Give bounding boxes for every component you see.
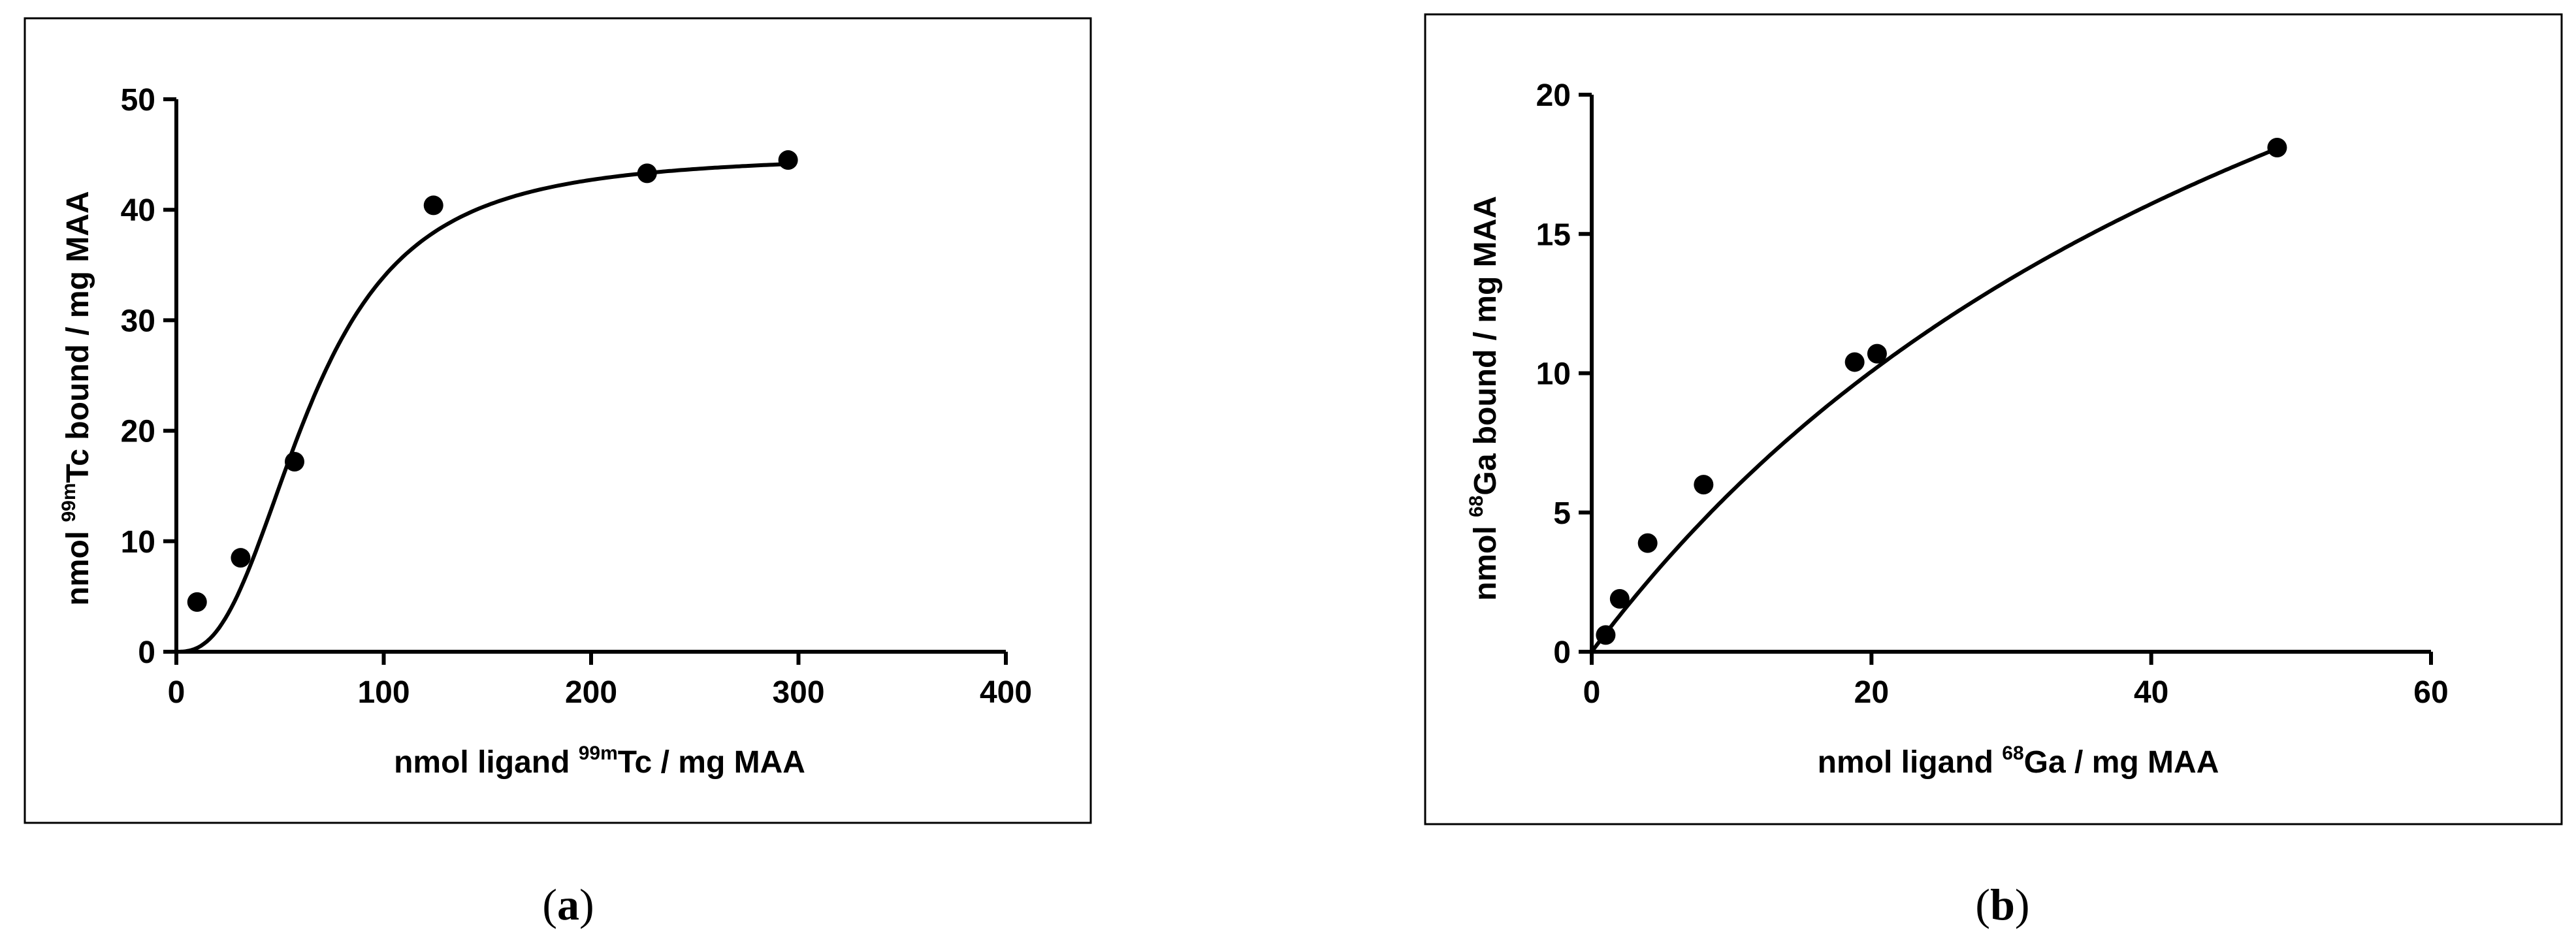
panel-a-data-point	[423, 195, 443, 216]
panel-a-x-label-post: Tc / mg MAA	[618, 745, 805, 780]
panel-a-y-tick-label: 50	[121, 83, 155, 118]
panel-b-y-tick-label: 5	[1553, 496, 1571, 531]
panel-a-y-axis-label: nmol 99mTc bound / mg MAA	[58, 191, 95, 605]
panel-b-caption-letter: b	[1990, 880, 2015, 929]
panel-a-ticks: 0 100 200 300 400 0 10 20 30 40 50	[121, 83, 1032, 710]
panel-a-y-label-post: Tc bound / mg MAA	[61, 191, 95, 483]
panel-b-x-tick-label: 40	[2134, 675, 2168, 710]
panel-a-y-label-pre: nmol	[61, 522, 95, 606]
panel-b-x-label-post: Ga / mg MAA	[2024, 745, 2219, 780]
panel-a-y-tick-label: 40	[121, 193, 155, 228]
panel-a-y-tick-label: 0	[138, 635, 155, 670]
panel-a-caption: (a)	[542, 880, 594, 929]
panel-a-x-axis-label: nmol ligand 99mTc / mg MAA	[394, 743, 805, 780]
panel-a-frame	[24, 17, 1092, 824]
panel-b-y-tick-label: 0	[1553, 635, 1571, 670]
panel-b-x-tick-label: 20	[1854, 675, 1889, 710]
panel-b-data-point	[1596, 625, 1616, 645]
panel-b-x-label-sup: 68	[2002, 743, 2023, 764]
panel-b-axes	[1590, 95, 2431, 654]
panel-b-fit-curve	[1590, 146, 2278, 653]
panel-b-y-label-sup: 68	[1466, 496, 1487, 517]
chart-panel-a: 0 100 200 300 400 0 10 20 30 40 50 nmol ligand 99m…	[24, 17, 1092, 929]
panel-b-x-tick-label: 0	[1583, 675, 1601, 710]
panel-a-data-point	[637, 163, 657, 184]
panel-b-data-point	[1694, 475, 1714, 495]
panel-a-y-label-sup: 99m	[58, 483, 80, 522]
panel-a-caption-letter: a	[557, 880, 579, 929]
panel-b-y-tick-label: 20	[1536, 78, 1571, 113]
panel-a-fit-curve	[176, 162, 788, 654]
panel-b-data-point	[1867, 344, 1887, 364]
panel-b-y-label-post: Ga bound / mg MAA	[1468, 196, 1503, 496]
panel-a-x-tick-label: 300	[772, 675, 824, 710]
panel-b-data-point	[1637, 533, 1658, 553]
panel-a-x-tick-label: 200	[565, 675, 617, 710]
panel-a-data-point	[231, 548, 251, 568]
panel-a-y-tick-label: 10	[121, 525, 155, 560]
panel-a-data-point	[187, 592, 207, 612]
panel-b-x-tick-label: 60	[2413, 675, 2448, 710]
panel-b-data-points	[1596, 138, 2287, 645]
panel-a-x-tick-label: 400	[980, 675, 1032, 710]
panel-b-y-tick-label: 15	[1536, 217, 1571, 252]
panel-b-x-label-pre: nmol ligand	[1818, 745, 2003, 780]
panel-b-ticks: 0 20 40 60 0 5 10 15 20	[1536, 78, 2449, 710]
panel-b-y-label-pre: nmol	[1468, 517, 1503, 601]
panel-b-y-axis-label: nmol 68Ga bound / mg MAA	[1466, 196, 1503, 601]
panel-a-data-point	[284, 451, 304, 472]
panel-a-x-tick-label: 0	[168, 675, 185, 710]
panel-a-y-tick-label: 20	[121, 415, 155, 449]
panel-a-x-label-pre: nmol ligand	[394, 745, 579, 780]
panel-a-data-point	[778, 150, 798, 170]
panel-a-y-tick-label: 30	[121, 304, 155, 338]
panel-a-axes	[174, 99, 1006, 654]
panel-a-data-points	[187, 150, 798, 612]
panel-b-y-tick-label: 10	[1536, 357, 1571, 392]
panel-a-x-tick-label: 100	[357, 675, 410, 710]
panel-b-caption: (b)	[1975, 880, 2029, 929]
panel-b-data-point	[1844, 352, 1865, 372]
panel-b-frame	[1424, 13, 2563, 825]
panel-b-data-point	[2267, 138, 2287, 158]
panel-a-x-label-sup: 99m	[579, 743, 618, 764]
panel-b-data-point	[1609, 588, 1630, 609]
panel-b-x-axis-label: nmol ligand 68Ga / mg MAA	[1818, 743, 2219, 780]
